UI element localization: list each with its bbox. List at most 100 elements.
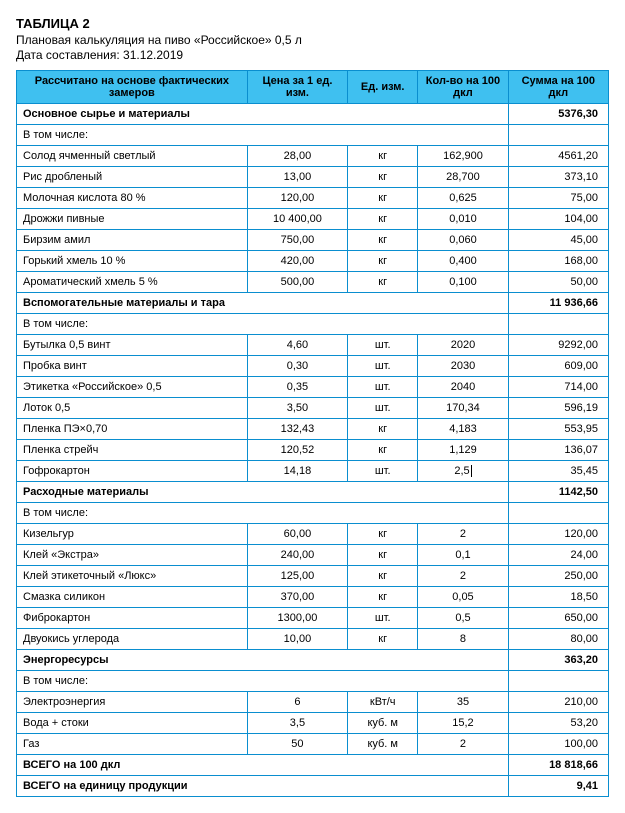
table-row: Бирзим амил750,00кг0,06045,00 xyxy=(17,230,609,251)
item-price: 120,52 xyxy=(247,440,347,461)
item-qty: 8 xyxy=(418,629,508,650)
table-date: Дата составления: 31.12.2019 xyxy=(16,48,609,62)
table-row: Энергоресурсы363,20 xyxy=(17,650,609,671)
item-label: Вода + стоки xyxy=(17,713,248,734)
item-qty: 0,5 xyxy=(418,608,508,629)
item-price: 120,00 xyxy=(247,188,347,209)
subheader-label: В том числе: xyxy=(17,314,509,335)
item-qty: 2 xyxy=(418,566,508,587)
item-price: 3,5 xyxy=(247,713,347,734)
empty-cell xyxy=(508,314,608,335)
item-sum: 104,00 xyxy=(508,209,608,230)
item-label: Пробка винт xyxy=(17,356,248,377)
item-unit: кВт/ч xyxy=(348,692,418,713)
table-subtitle: Плановая калькуляция на пиво «Российское… xyxy=(16,33,609,47)
table-row: Ароматический хмель 5 %500,00кг0,10050,0… xyxy=(17,272,609,293)
item-unit: кг xyxy=(348,440,418,461)
item-qty: 15,2 xyxy=(418,713,508,734)
item-sum: 650,00 xyxy=(508,608,608,629)
item-unit: кг xyxy=(348,209,418,230)
item-label: Гофрокартон xyxy=(17,461,248,482)
item-qty: 170,34 xyxy=(418,398,508,419)
item-price: 14,18 xyxy=(247,461,347,482)
table-row: Дрожжи пивные10 400,00кг0,010104,00 xyxy=(17,209,609,230)
empty-cell xyxy=(508,503,608,524)
item-qty: 0,05 xyxy=(418,587,508,608)
table-row: Клей «Экстра»240,00кг0,124,00 xyxy=(17,545,609,566)
table-row: Основное сырье и материалы5376,30 xyxy=(17,104,609,125)
item-sum: 100,00 xyxy=(508,734,608,755)
section-label: Энергоресурсы xyxy=(17,650,509,671)
item-qty: 0,100 xyxy=(418,272,508,293)
item-label: Молочная кислота 80 % xyxy=(17,188,248,209)
item-price: 240,00 xyxy=(247,545,347,566)
item-unit: кг xyxy=(348,587,418,608)
item-sum: 609,00 xyxy=(508,356,608,377)
item-sum: 373,10 xyxy=(508,167,608,188)
table-row: Электроэнергия6кВт/ч35210,00 xyxy=(17,692,609,713)
col-header-sum: Сумма на 100 дкл xyxy=(508,71,608,104)
item-price: 28,00 xyxy=(247,146,347,167)
item-unit: кг xyxy=(348,146,418,167)
item-sum: 714,00 xyxy=(508,377,608,398)
item-price: 420,00 xyxy=(247,251,347,272)
item-price: 750,00 xyxy=(247,230,347,251)
item-qty: 0,1 xyxy=(418,545,508,566)
item-unit: шт. xyxy=(348,377,418,398)
item-sum: 596,19 xyxy=(508,398,608,419)
table-row: Кизельгур60,00кг2120,00 xyxy=(17,524,609,545)
col-header-qty: Кол-во на 100 дкл xyxy=(418,71,508,104)
item-label: Смазка силикон xyxy=(17,587,248,608)
col-header-name: Рассчитано на основе фактических замеров xyxy=(17,71,248,104)
item-label: Дрожжи пивные xyxy=(17,209,248,230)
item-price: 0,35 xyxy=(247,377,347,398)
table-title: ТАБЛИЦА 2 xyxy=(16,16,609,31)
item-label: Электроэнергия xyxy=(17,692,248,713)
item-price: 500,00 xyxy=(247,272,347,293)
item-label: Бутылка 0,5 винт xyxy=(17,335,248,356)
item-qty: 2030 xyxy=(418,356,508,377)
item-qty: 35 xyxy=(418,692,508,713)
table-row: Рис дробленый13,00кг28,700373,10 xyxy=(17,167,609,188)
item-label: Горький хмель 10 % xyxy=(17,251,248,272)
item-price: 13,00 xyxy=(247,167,347,188)
table-row: ВСЕГО на 100 дкл18 818,66 xyxy=(17,755,609,776)
empty-cell xyxy=(508,125,608,146)
item-sum: 4561,20 xyxy=(508,146,608,167)
item-label: Этикетка «Российское» 0,5 xyxy=(17,377,248,398)
item-label: Пленка стрейч xyxy=(17,440,248,461)
item-qty: 0,060 xyxy=(418,230,508,251)
item-qty: 162,900 xyxy=(418,146,508,167)
item-unit: шт. xyxy=(348,398,418,419)
table-row: Горький хмель 10 %420,00кг0,400168,00 xyxy=(17,251,609,272)
section-label: Основное сырье и материалы xyxy=(17,104,509,125)
item-sum: 53,20 xyxy=(508,713,608,734)
table-row: Молочная кислота 80 %120,00кг0,62575,00 xyxy=(17,188,609,209)
item-qty: 2020 xyxy=(418,335,508,356)
item-label: Клей «Экстра» xyxy=(17,545,248,566)
item-price: 4,60 xyxy=(247,335,347,356)
item-sum: 136,07 xyxy=(508,440,608,461)
item-qty: 2 xyxy=(418,734,508,755)
item-price: 3,50 xyxy=(247,398,347,419)
table-row: Бутылка 0,5 винт4,60шт.20209292,00 xyxy=(17,335,609,356)
item-sum: 45,00 xyxy=(508,230,608,251)
table-row: В том числе: xyxy=(17,671,609,692)
item-unit: шт. xyxy=(348,335,418,356)
item-sum: 9292,00 xyxy=(508,335,608,356)
item-unit: куб. м xyxy=(348,734,418,755)
table-row: В том числе: xyxy=(17,503,609,524)
table-row: Лоток 0,53,50шт.170,34596,19 xyxy=(17,398,609,419)
item-unit: кг xyxy=(348,251,418,272)
col-header-unit: Ед. изм. xyxy=(348,71,418,104)
item-unit: шт. xyxy=(348,608,418,629)
table-header-row: Рассчитано на основе фактических замеров… xyxy=(17,71,609,104)
section-label: Расходные материалы xyxy=(17,482,509,503)
item-label: Ароматический хмель 5 % xyxy=(17,272,248,293)
item-unit: шт. xyxy=(348,356,418,377)
item-qty: 1,129 xyxy=(418,440,508,461)
item-unit: кг xyxy=(348,230,418,251)
section-label: ВСЕГО на единицу продукции xyxy=(17,776,509,797)
item-label: Газ xyxy=(17,734,248,755)
item-qty: 0,010 xyxy=(418,209,508,230)
